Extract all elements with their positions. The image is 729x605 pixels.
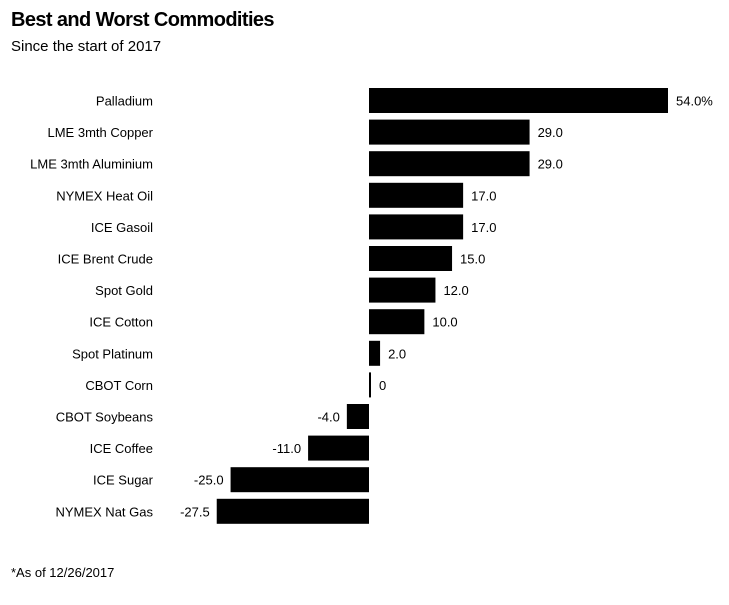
value-label-cbot-corn: 0 <box>379 378 386 393</box>
value-label-ice-cotton: 10.0 <box>432 315 457 330</box>
category-label-spot-platinum: Spot Platinum <box>72 346 153 361</box>
bar-row-cbot-soybeans: CBOT Soybeans -4.0 <box>56 404 369 429</box>
value-label-ice-gasoil: 17.0 <box>471 220 496 235</box>
bar-cbot-corn <box>369 372 371 398</box>
bar-row-ice-gasoil: ICE Gasoil 17.0 <box>91 214 496 240</box>
bar-row-lme-3mth-aluminium: LME 3mth Aluminium 29.0 <box>30 151 563 177</box>
bar-ice-sugar <box>230 467 369 493</box>
bar-ice-gasoil <box>369 214 464 240</box>
bar-spot-gold <box>369 277 436 303</box>
category-label-palladium: Palladium <box>96 94 153 109</box>
value-label-lme-3mth-copper: 29.0 <box>538 125 563 140</box>
bar-lme-3mth-aluminium <box>369 151 530 177</box>
bar-row-cbot-corn: CBOT Corn 0 <box>85 372 386 398</box>
bar-cbot-soybeans <box>346 404 369 429</box>
chart-subtitle: Since the start of 2017 <box>11 38 162 55</box>
bar-row-spot-gold: Spot Gold 12.0 <box>95 277 469 303</box>
footnote: *As of 12/26/2017 <box>11 565 115 580</box>
bar-ice-coffee <box>308 435 369 461</box>
bar-spot-platinum <box>369 340 381 366</box>
category-label-ice-cotton: ICE Cotton <box>89 315 153 330</box>
bar-row-ice-cotton: ICE Cotton 10.0 <box>89 309 458 335</box>
bar-row-spot-platinum: Spot Platinum 2.0 <box>72 340 406 366</box>
bar-lme-3mth-copper <box>369 119 530 145</box>
value-label-ice-coffee: -11.0 <box>272 441 301 456</box>
bar-row-palladium: Palladium 54.0% <box>96 88 713 113</box>
bar-row-nymex-heat-oil: NYMEX Heat Oil 17.0 <box>56 182 496 208</box>
bar-row-nymex-nat-gas: NYMEX Nat Gas -27.5 <box>55 498 369 524</box>
category-label-ice-brent-crude: ICE Brent Crude <box>58 252 153 267</box>
category-label-nymex-nat-gas: NYMEX Nat Gas <box>55 504 153 519</box>
value-label-ice-brent-crude: 15.0 <box>460 252 485 267</box>
category-label-cbot-corn: CBOT Corn <box>85 378 153 393</box>
category-label-cbot-soybeans: CBOT Soybeans <box>56 410 154 425</box>
value-label-cbot-soybeans: -4.0 <box>317 410 339 425</box>
bar-ice-brent-crude <box>369 246 453 271</box>
bar-ice-cotton <box>369 309 425 335</box>
category-label-lme-3mth-aluminium: LME 3mth Aluminium <box>30 157 153 172</box>
category-label-nymex-heat-oil: NYMEX Heat Oil <box>56 188 153 203</box>
value-label-spot-gold: 12.0 <box>443 283 468 298</box>
value-label-lme-3mth-aluminium: 29.0 <box>538 157 563 172</box>
category-label-lme-3mth-copper: LME 3mth Copper <box>48 125 154 140</box>
category-label-ice-coffee: ICE Coffee <box>90 441 153 456</box>
chart-title: Best and Worst Commodities <box>11 9 275 31</box>
bar-row-ice-brent-crude: ICE Brent Crude 15.0 <box>58 246 485 271</box>
bar-nymex-nat-gas <box>216 498 369 524</box>
bar-nymex-heat-oil <box>369 182 464 208</box>
value-label-palladium: 54.0% <box>676 94 713 109</box>
category-label-ice-gasoil: ICE Gasoil <box>91 220 153 235</box>
category-label-spot-gold: Spot Gold <box>95 283 153 298</box>
bar-row-lme-3mth-copper: LME 3mth Copper 29.0 <box>48 119 563 145</box>
bar-row-ice-sugar: ICE Sugar -25.0 <box>93 467 369 493</box>
value-label-spot-platinum: 2.0 <box>388 346 406 361</box>
bar-palladium <box>369 88 668 113</box>
value-label-nymex-nat-gas: -27.5 <box>180 504 210 519</box>
bar-row-ice-coffee: ICE Coffee -11.0 <box>90 435 369 461</box>
value-label-ice-sugar: -25.0 <box>194 473 224 488</box>
category-label-ice-sugar: ICE Sugar <box>93 473 154 488</box>
value-label-nymex-heat-oil: 17.0 <box>471 188 496 203</box>
